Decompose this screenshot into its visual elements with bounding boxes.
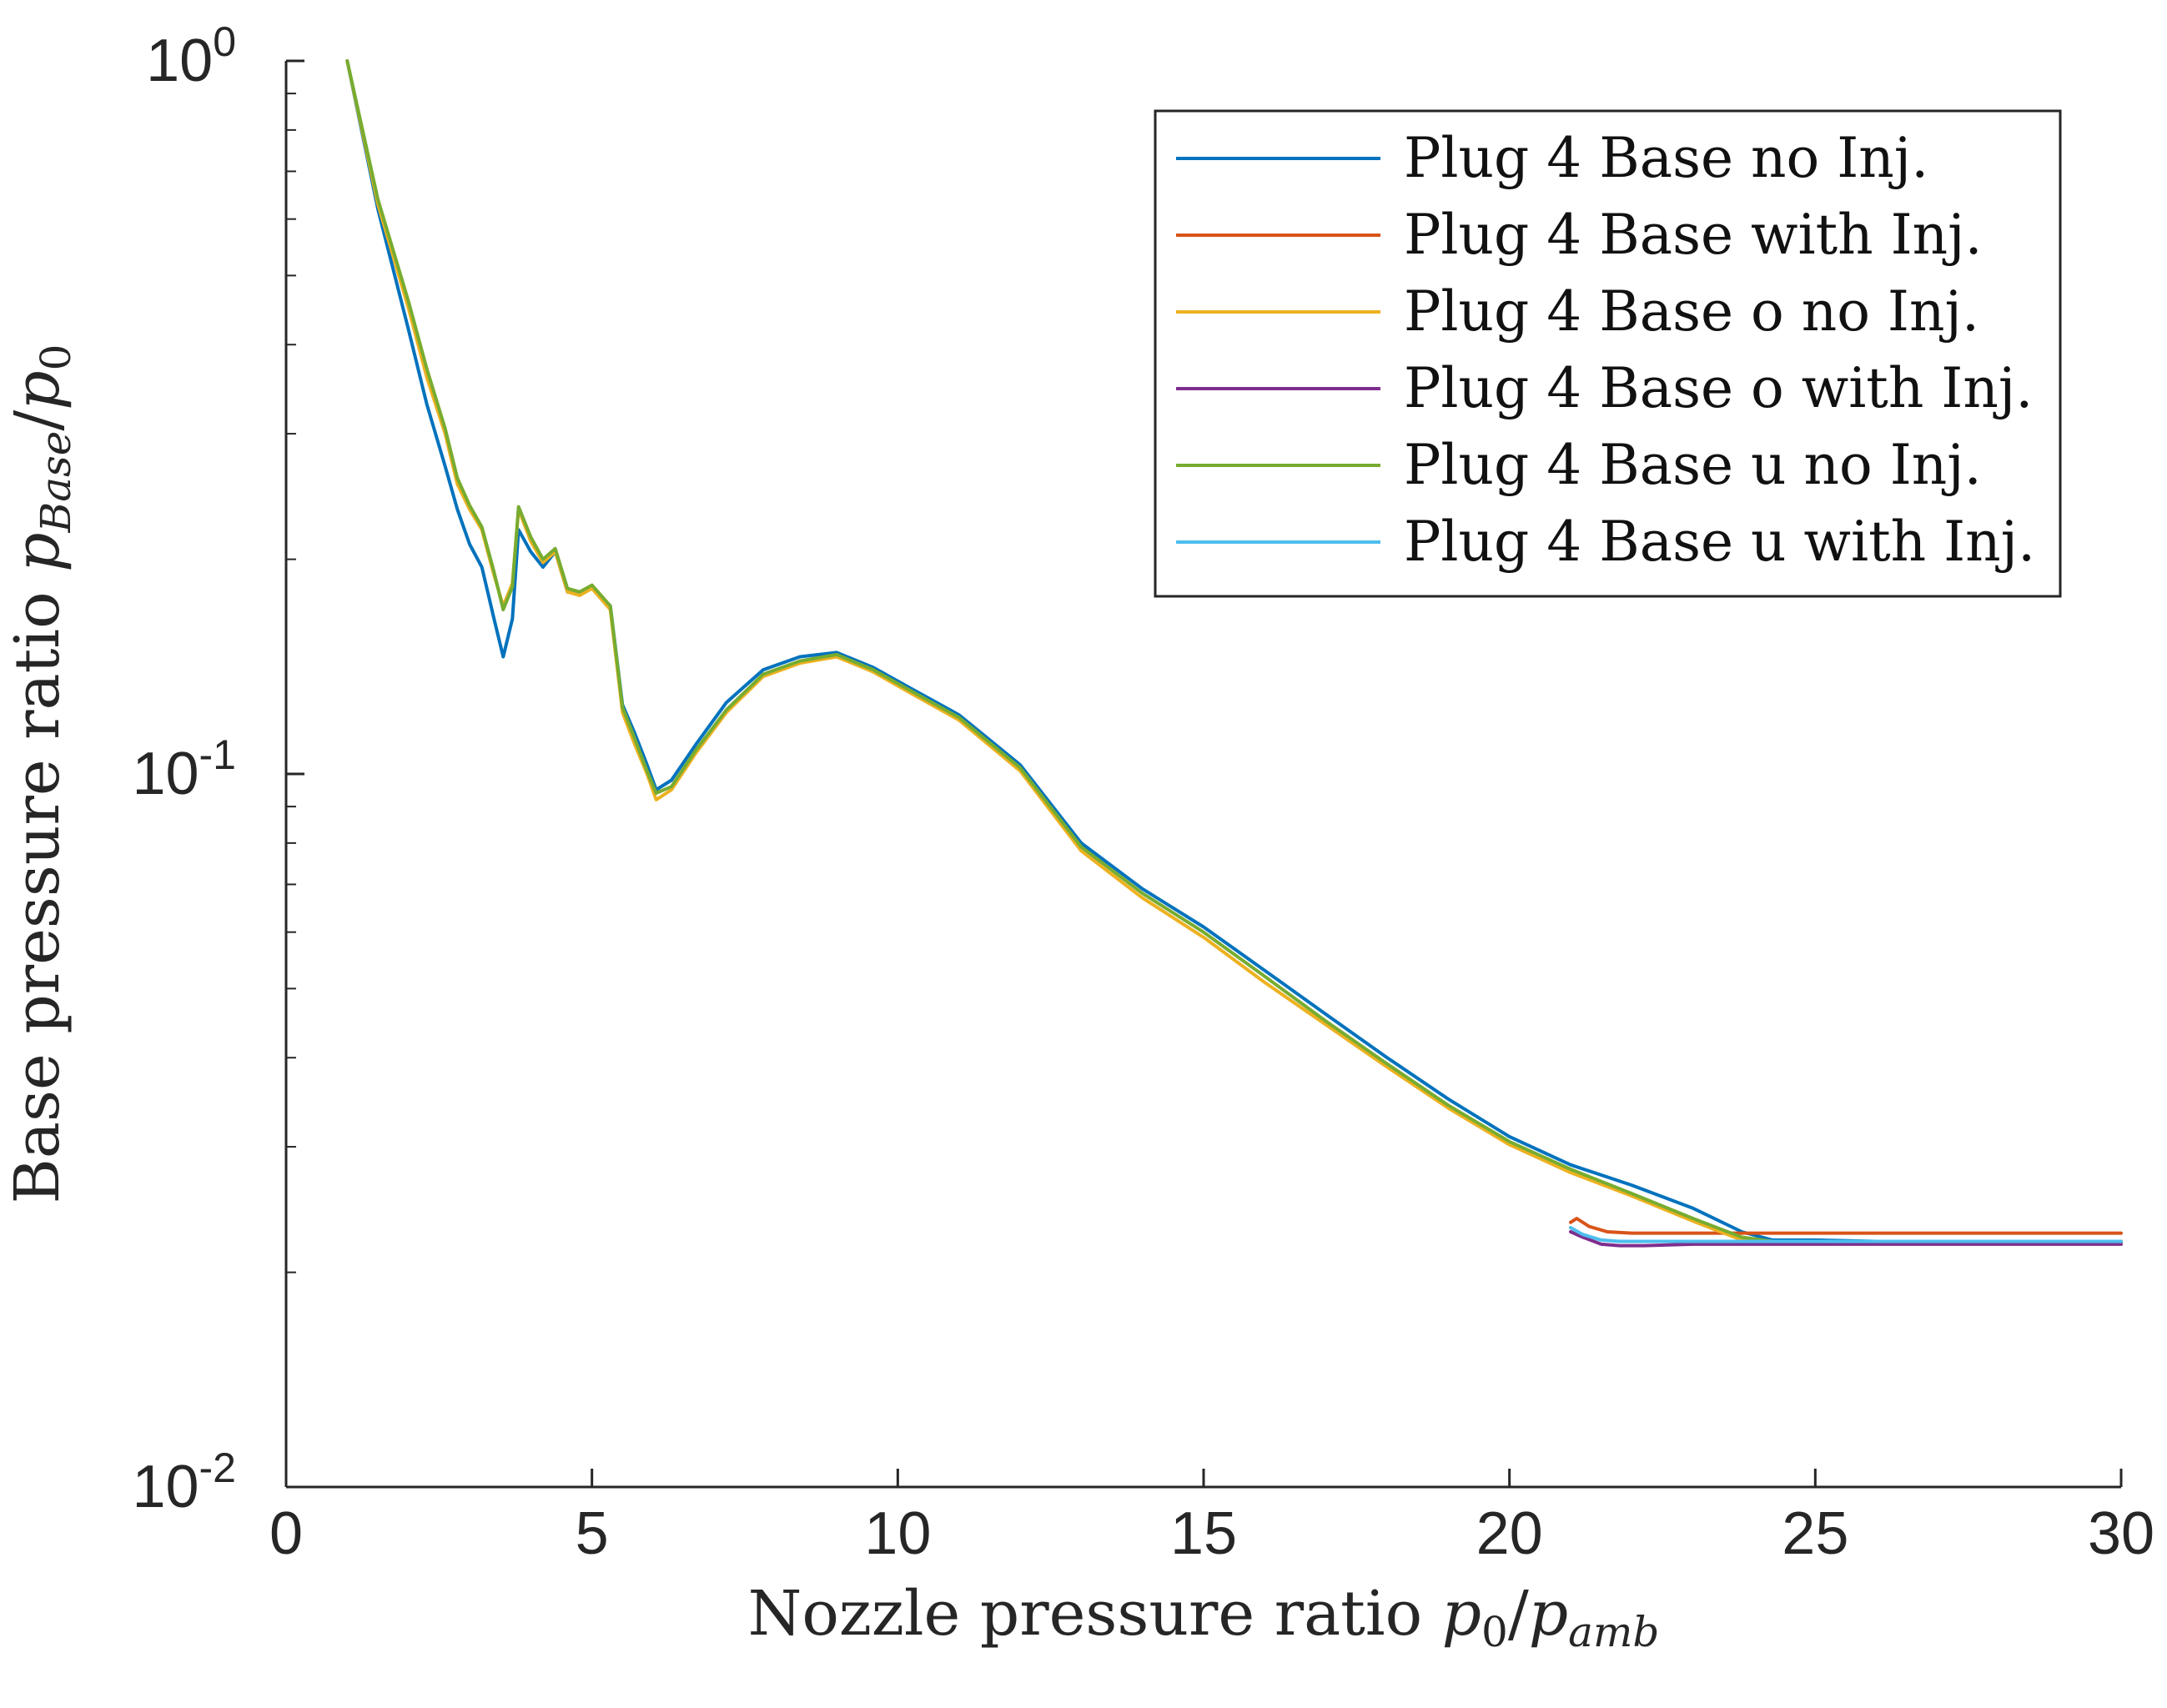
x-tick-label: 10 — [864, 1500, 931, 1567]
series-layer — [345, 59, 2123, 1248]
y-axis-label: Base pressure ratio pBase/p0 — [2, 344, 80, 1204]
legend-label-2: Plug 4 Base with Inj. — [1404, 203, 1983, 267]
legend-label-6: Plug 4 Base u with Inj. — [1404, 510, 2035, 574]
series-line-6 — [1569, 1226, 2123, 1243]
series-line-1 — [345, 59, 2123, 1243]
legend: Plug 4 Base no Inj. Plug 4 Base with Inj.… — [1154, 109, 2062, 598]
x-tick-label: 0 — [269, 1500, 303, 1567]
legend-label-3: Plug 4 Base o no Inj. — [1404, 279, 1979, 344]
x-axis-label: Nozzle pressure ratio p0/pamb — [748, 1578, 1660, 1656]
series-line-2 — [1569, 1217, 2123, 1235]
y-tick-label: 10-2 — [132, 1444, 236, 1520]
legend-box — [1154, 109, 2062, 598]
series-line-5 — [345, 59, 2123, 1243]
y-tick-label: 10-1 — [132, 731, 236, 807]
series-line-4 — [1569, 1230, 2123, 1248]
y-tick-label: 100 — [146, 18, 236, 94]
legend-label-1: Plug 4 Base no Inj. — [1404, 126, 1928, 190]
x-tick-label: 15 — [1170, 1500, 1237, 1567]
tick-layer: 0 5 10 15 20 25 30 10-2 10-1 100 — [132, 18, 2154, 1567]
legend-label-4: Plug 4 Base o with Inj. — [1404, 356, 2033, 420]
legend-label-5: Plug 4 Base u no Inj. — [1404, 433, 1982, 497]
x-tick-label: 5 — [576, 1500, 609, 1567]
legend-entries: Plug 4 Base no Inj. Plug 4 Base with Inj.… — [1176, 126, 2035, 574]
x-tick-label: 20 — [1476, 1500, 1543, 1567]
x-tick-label: 30 — [2088, 1500, 2154, 1567]
x-tick-label: 25 — [1782, 1500, 1848, 1567]
